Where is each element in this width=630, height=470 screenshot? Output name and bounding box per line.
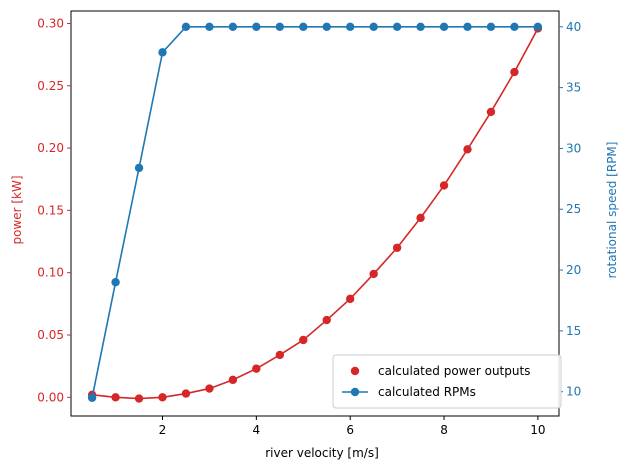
data-point-power [252,364,261,373]
data-point-power [275,350,285,360]
x-tick-label: 2 [159,423,167,437]
data-point-power [369,269,378,279]
data-point-power [158,393,167,402]
y-left-tick-label: 0.25 [37,79,64,93]
data-point-rpm [345,22,355,32]
y-left-tick-label: 0.00 [37,390,64,404]
y-right-tick-label: 25 [566,202,581,216]
data-point-rpm [392,22,402,32]
data-point-power [439,181,449,190]
x-tick-label: 8 [440,423,448,437]
y-left-tick-label: 0.10 [37,266,64,280]
x-tick-label: 6 [346,423,354,437]
data-point-power [416,213,425,223]
y-left-tick-label: 0.20 [37,141,64,155]
series-line-rpm [91,26,538,398]
y-axis-right-label: rotational speed [RPM] [605,142,619,279]
y-left-tick-label: 0.05 [37,328,64,342]
data-point-power [392,243,402,252]
data-point-power [486,107,496,117]
data-point-rpm [416,22,425,32]
data-point-power [205,384,214,393]
legend-entry-power [350,366,360,376]
y-right-tick-label: 15 [566,324,581,338]
y-right-tick-label: 35 [566,81,581,95]
legend-label-power: calculated power outputs [378,364,530,378]
y-right-tick-label: 10 [566,385,581,399]
legend: calculated power outputs calculated RPMs [332,354,562,409]
legend-marker-rpm [350,387,360,397]
data-point-rpm [510,22,519,32]
x-axis-label: river velocity [m/s] [265,446,379,460]
data-point-rpm [252,22,261,32]
data-point-rpm [486,22,496,32]
y-right-tick-label: 20 [566,263,581,277]
x-tick-label: 10 [530,423,545,437]
y-right-tick-label: 40 [566,20,581,34]
data-point-power [111,393,120,402]
data-point-power [134,394,144,403]
data-point-rpm [533,22,543,32]
data-point-rpm [369,22,378,32]
legend-marker-power [350,366,360,376]
data-point-rpm [228,22,238,32]
data-point-rpm [439,22,449,32]
legend-entry-rpm [342,387,368,397]
data-point-power [345,294,355,304]
series-line-power [92,28,539,400]
data-point-rpm [463,22,472,32]
y-left-tick-label: 0.30 [37,16,64,30]
data-point-power [181,389,191,398]
data-point-power [463,145,472,154]
axes: 2 4 6 8 10 0.00 0.05 0.10 0.15 0.20 0.25 0.30 10 15 20… [37,10,581,437]
x-tick-label: 4 [253,423,261,437]
y-right-tick-label: 30 [566,141,581,155]
data-point-power [228,375,238,385]
legend-box [332,354,562,409]
data-point-power [510,67,519,77]
data-point-power [322,315,331,325]
data-point-rpm [275,22,285,32]
y-left-tick-label: 0.15 [37,203,64,217]
y-axis-left-label: power [kW] [10,175,24,244]
plot-frame [70,10,560,417]
data-point-rpm [87,393,97,402]
data-point-rpm [299,22,308,32]
data-point-rpm [134,163,144,173]
data-point-rpm [181,22,191,32]
data-point-rpm [111,278,120,287]
data-point-power [299,335,308,345]
legend-label-rpm: calculated RPMs [378,385,476,399]
data-point-rpm [322,22,331,32]
data-point-rpm [205,22,214,32]
data-point-rpm [158,48,167,57]
plot-area [87,22,543,403]
